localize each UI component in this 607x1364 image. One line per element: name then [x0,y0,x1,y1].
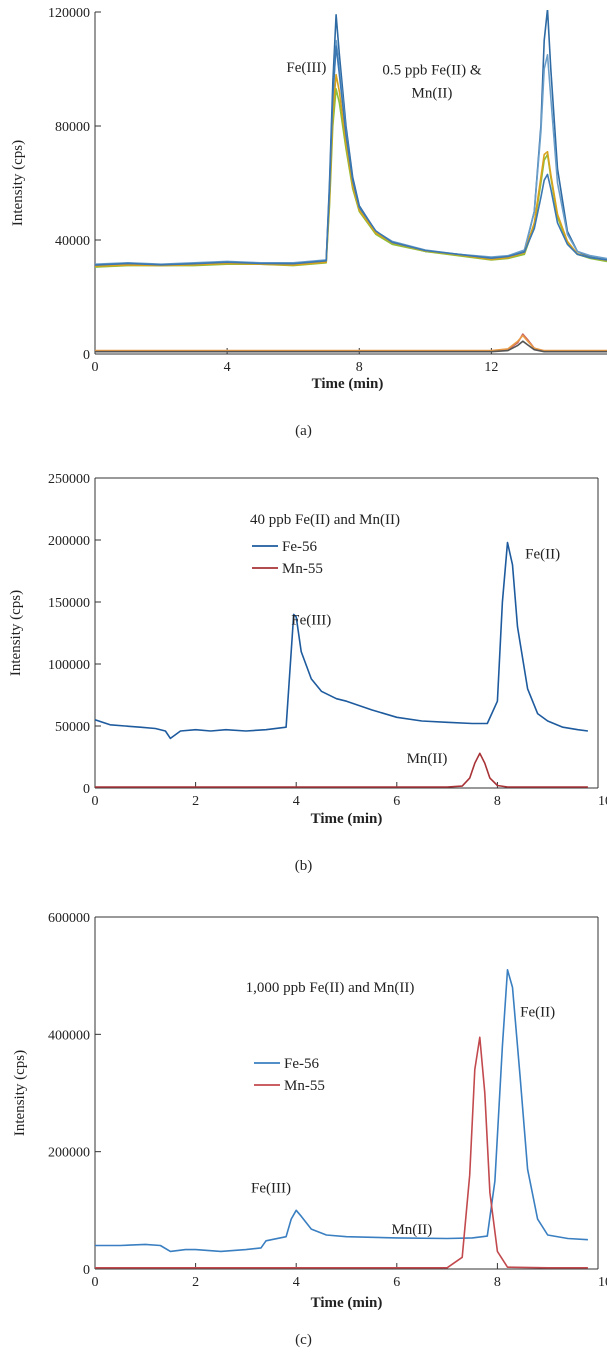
y-tick-label: 80000 [55,120,90,135]
y-axis-label: Intensity (cps) [12,1050,28,1136]
chart-panel-a: 0 40000 80000 120000 0 4 8 12 Time (min) Intensit… [0,0,607,450]
x-tick-label: 0 [92,360,99,375]
x-tick-label: 2 [192,794,199,809]
y-tick-label: 200000 [48,534,90,549]
y-tick-label: 150000 [48,596,90,611]
annotation-label: Fe(III) [286,60,326,76]
y-tick-label: 40000 [55,234,90,249]
panel-label-a: (a) [295,423,312,439]
x-axis-label: Time (min) [311,1295,383,1311]
chart-title: 1,000 ppb Fe(II) and Mn(II) [246,980,415,996]
series-line-4 [95,45,607,266]
x-tick-label: 4 [293,794,300,809]
y-tick-label: 0 [83,348,90,363]
series-line-mn-55 [95,752,588,788]
y-tick-label: 50000 [55,720,90,735]
y-tick-label: 200000 [48,1146,90,1161]
annotation-label: Fe(II) [525,547,560,563]
y-tick-label: 600000 [48,911,90,926]
series-line-7 [95,340,607,353]
annotation-label: Fe(II) [520,1005,555,1021]
y-tick-label: 100000 [48,658,90,673]
x-axis-label: Time (min) [312,376,384,392]
chart-panel-b: 0 50000 100000 150000 200000 250000 0 2 4 6 8 10 Tim… [0,450,607,905]
annotation-label: Mn(II) [407,751,448,767]
panel-label-b: (b) [294,858,313,874]
y-tick-label: 120000 [48,6,90,21]
panel-label-c: (c) [295,1332,312,1348]
x-axis-label: Time (min) [311,811,383,827]
x-tick-label: 12 [484,360,498,375]
annotation-label: 0.5 ppb Fe(II) & [382,63,481,79]
chart-c: 0 200000 400000 600000 0 2 4 6 8 10 Time (min) Inte… [12,911,607,1311]
x-tick-label: 8 [494,794,501,809]
annotation-label: Mn(II) [391,1222,432,1238]
x-tick-label: 4 [293,1275,300,1290]
x-tick-label: 0 [92,794,99,809]
y-tick-label: 400000 [48,1028,90,1043]
annotation-label: Mn(II) [412,86,453,102]
legend-label: Fe-56 [282,539,317,555]
legend-label: Fe-56 [284,1056,319,1072]
annotation-label: Fe(III) [251,1181,291,1197]
y-tick-label: 0 [83,1263,90,1278]
chart-panel-c: 0 200000 400000 600000 0 2 4 6 8 10 Time (min) Inte… [0,905,607,1364]
x-tick-label: 2 [192,1275,199,1290]
legend-label: Mn-55 [282,561,323,577]
x-tick-label: 6 [393,1275,400,1290]
x-tick-label: 8 [494,1275,501,1290]
chart-b: 0 50000 100000 150000 200000 250000 0 2 4 6 8 10 Tim… [8,472,607,827]
series-line-fe-56 [95,969,588,1253]
series-line-6 [95,334,607,352]
legend-label: Mn-55 [284,1078,325,1094]
y-axis-label: Intensity (cps) [10,140,26,226]
x-tick-label: 0 [92,1275,99,1290]
x-tick-label: 4 [224,360,231,375]
chart-a: 0 40000 80000 120000 0 4 8 12 Time (min) Intensit… [10,6,607,392]
series-line-3 [95,73,607,267]
x-tick-label: 6 [393,794,400,809]
y-tick-label: 0 [83,782,90,797]
x-tick-label: 10 [598,1275,607,1290]
series-line-mn-55 [95,1036,588,1269]
y-axis-label: Intensity (cps) [8,590,24,676]
series-line-1 [95,39,607,266]
x-tick-label: 10 [598,794,607,809]
series-line-5 [95,333,607,352]
series-line-fe-56 [95,541,589,740]
y-tick-label: 250000 [48,472,90,487]
x-tick-label: 8 [356,360,363,375]
annotation-label: Fe(III) [291,612,331,628]
chart-title: 40 ppb Fe(II) and Mn(II) [250,512,400,528]
